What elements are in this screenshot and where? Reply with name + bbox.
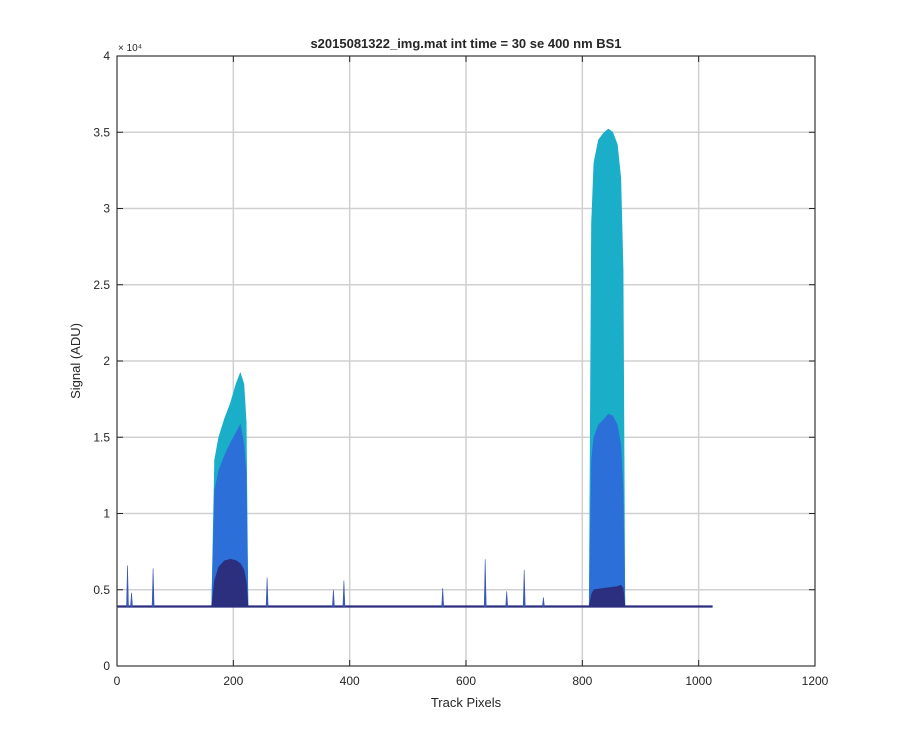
x-tick-label: 200 (223, 674, 243, 688)
tick-labels: 0 200 400 600 800 1000 1200 0 0.5 1 1.5 2 2.5 3 3.5 4 (93, 49, 828, 688)
signal-area-series-2-peak-1 (211, 423, 249, 607)
x-tick-label: 400 (340, 674, 360, 688)
signal-spike (126, 565, 129, 607)
x-tick-label: 0 (114, 674, 121, 688)
signal-spike (342, 580, 346, 607)
signal-area-series-2-peak-2 (588, 413, 626, 607)
y-tick-label: 0.5 (93, 583, 110, 597)
x-tick-label: 600 (456, 674, 476, 688)
y-tick-label: 1 (103, 507, 110, 521)
y-tick-label: 1.5 (93, 430, 110, 444)
signal-spike (265, 577, 269, 607)
signal-spike (130, 592, 133, 607)
chart-title: s2015081322_img.mat int time = 30 se 400… (310, 36, 621, 51)
y-tick-label: 2 (103, 354, 110, 368)
y-axis-title: Signal (ADU) (68, 323, 83, 399)
signal-area-series-3-peak-1 (211, 558, 249, 607)
y-tick-label: 3 (103, 202, 110, 216)
axes (116, 55, 816, 667)
x-tick-label: 800 (572, 674, 592, 688)
x-axis-title: Track Pixels (431, 695, 502, 710)
y-tick-label: 2.5 (93, 278, 110, 292)
y-axis-exponent-label: × 10⁴ (118, 43, 142, 54)
signal-spike (542, 597, 545, 607)
x-tick-label: 1000 (685, 674, 712, 688)
signal-spike (332, 589, 335, 607)
y-tick-label: 0 (103, 659, 110, 673)
signal-area-series-3-peak-2 (588, 584, 626, 607)
y-tick-label: 3.5 (93, 125, 110, 139)
signal-spike (151, 568, 155, 607)
signal-spike (522, 569, 526, 607)
data-layer (117, 128, 713, 608)
signal-spike (505, 591, 509, 607)
x-tick-label: 1200 (802, 674, 829, 688)
signal-spike (483, 559, 487, 607)
signal-spike (441, 588, 445, 607)
y-tick-label: 4 (103, 49, 110, 63)
